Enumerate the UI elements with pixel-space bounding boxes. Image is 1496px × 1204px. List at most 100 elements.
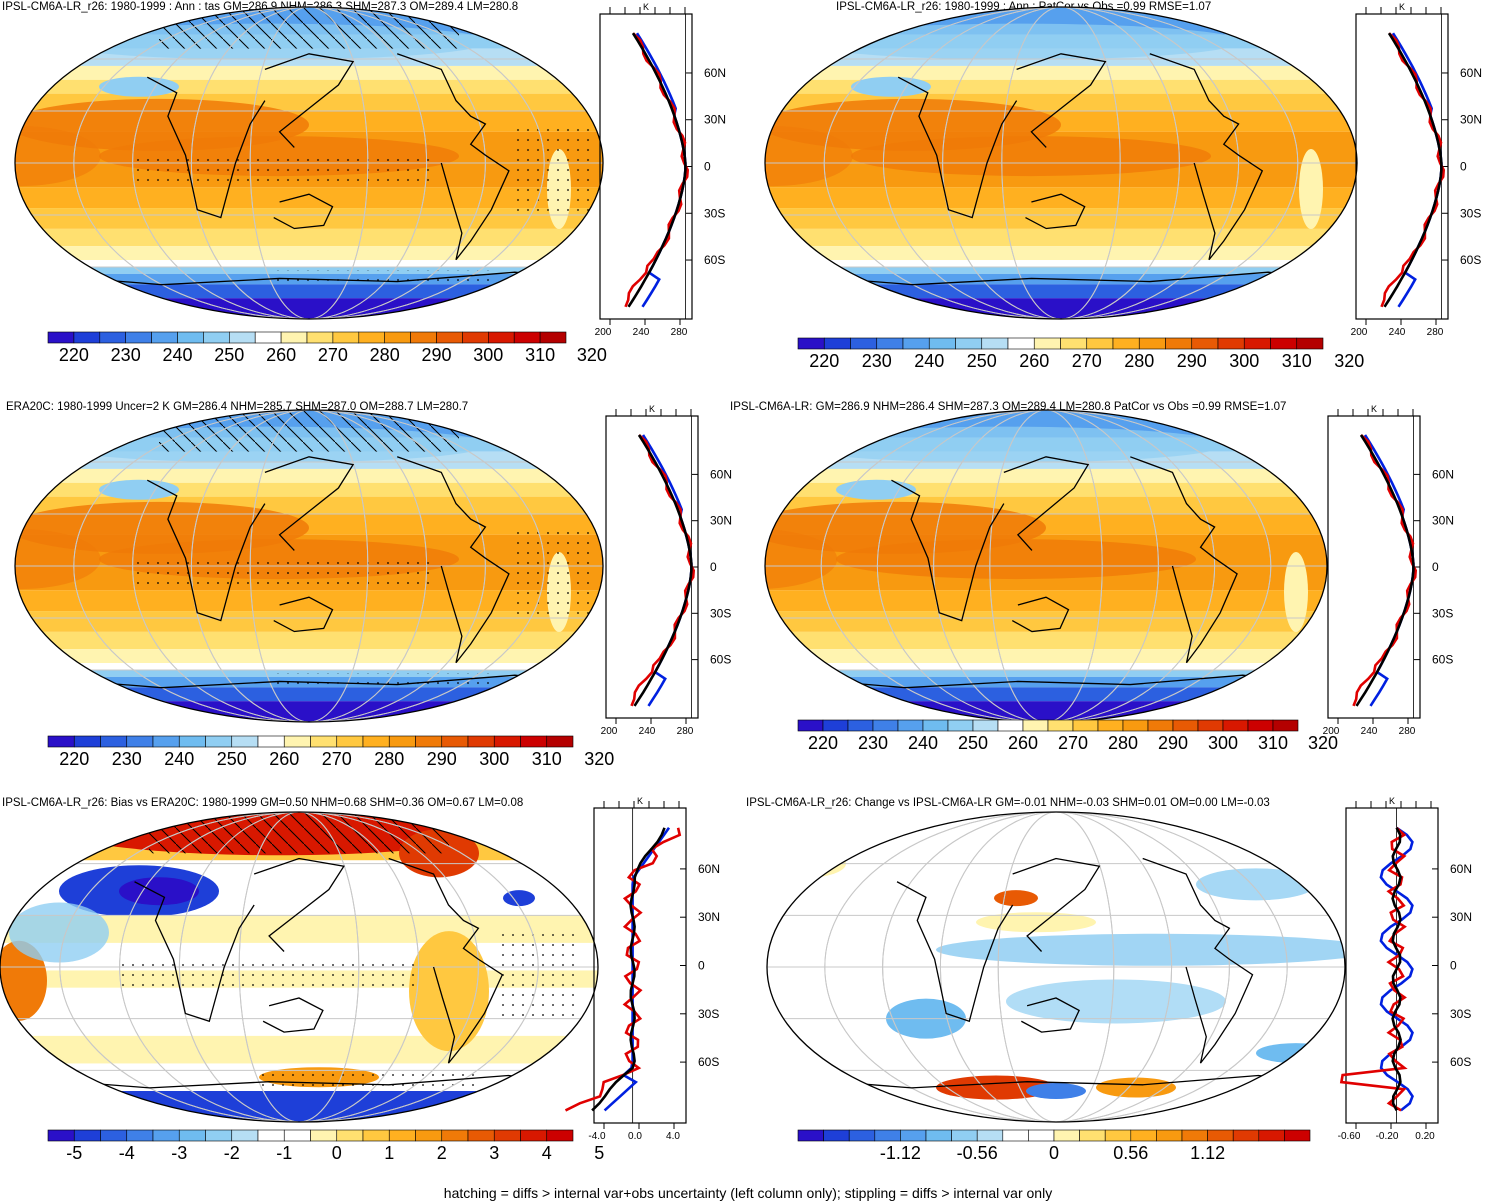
- robinson-map: [764, 409, 1328, 723]
- colorbar-label: -3: [171, 1143, 187, 1163]
- zonal-mean-profile: K 200 240 280 60N 30N 0 30S 60S: [595, 2, 726, 338]
- colorbar-label: 260: [1008, 733, 1038, 753]
- ref-profile-line: [1391, 827, 1402, 1111]
- colorbar-label: 220: [808, 733, 838, 753]
- ref-profile-line: [1355, 434, 1415, 707]
- lat-label: 60S: [1450, 1055, 1471, 1069]
- lat-label: 30S: [704, 206, 725, 220]
- colorbar-label: 310: [1282, 351, 1312, 371]
- lat-label: 60N: [1432, 467, 1454, 481]
- colorbar-label: -1.12: [880, 1143, 921, 1163]
- obs-profile-line: [1363, 434, 1415, 707]
- colorbar-label: 240: [914, 351, 944, 371]
- profile-xtick: -0.20: [1376, 1131, 1399, 1142]
- lat-label: 30N: [1460, 113, 1482, 127]
- colorbar-label: 4: [542, 1143, 552, 1163]
- model-profile-line: [1380, 32, 1446, 308]
- colorbar-label: 290: [1158, 733, 1188, 753]
- lat-label: 0: [710, 560, 717, 574]
- colorbar-label: 290: [1177, 351, 1207, 371]
- colorbar-label: 3: [489, 1143, 499, 1163]
- obs-profile-line: [641, 434, 693, 707]
- model-profile-line: [1352, 434, 1418, 707]
- panel-title: IPSL-CM6A-LR_r26: 1980-1999 : Ann : tas …: [2, 1, 519, 13]
- profile-xtick: 200: [595, 327, 612, 338]
- lat-label: 30S: [1460, 206, 1481, 220]
- profile-xtick: -0.60: [1338, 1131, 1361, 1142]
- colorbar: 220 230 240 250 260 270 280 290 300 310 320: [47, 735, 614, 769]
- colorbar-label: -1: [276, 1143, 292, 1163]
- zonal-mean-profile: K 200 240 280 60N 30N 0 30S 60S: [1351, 2, 1482, 338]
- colorbar-label: -2: [224, 1143, 240, 1163]
- colorbar-label: 240: [162, 345, 192, 365]
- colorbar-label: 280: [1108, 733, 1138, 753]
- profile-unit: K: [637, 796, 643, 806]
- robinson-map: [0, 811, 599, 1123]
- profile-xtick: 0.0: [628, 1131, 642, 1142]
- lat-label: 60N: [704, 66, 726, 80]
- colorbar-label: 300: [1208, 733, 1238, 753]
- panel-title: ERA20C: 1980-1999 Uncer=2 K GM=286.4 NHM…: [6, 401, 469, 413]
- panel-title: IPSL-CM6A-LR_r26: Bias vs ERA20C: 1980-1…: [2, 797, 524, 809]
- lat-label: 60N: [1460, 66, 1482, 80]
- profile-unit: K: [643, 2, 649, 12]
- lat-label: 0: [704, 160, 711, 174]
- colorbar-label: 250: [958, 733, 988, 753]
- ref-profile-line: [627, 32, 687, 308]
- colorbar-label: 220: [809, 351, 839, 371]
- profile-xtick: 280: [1427, 327, 1444, 338]
- panel-title: IPSL-CM6A-LR: GM=286.9 NHM=286.4 SHM=287…: [730, 401, 1287, 413]
- profile-unit: K: [1389, 796, 1395, 806]
- lat-label: 0: [1450, 959, 1457, 973]
- profile-xtick: 4.0: [666, 1131, 680, 1142]
- zonal-mean-profile: K -0.60 -0.20 0.20 60N 30N 0 30S 60S: [1338, 796, 1472, 1142]
- colorbar-label: 280: [370, 345, 400, 365]
- ref-profile-line: [633, 434, 693, 707]
- lat-label: 30S: [1450, 1007, 1471, 1021]
- profile-xtick: 280: [677, 726, 694, 737]
- lat-label: 30S: [698, 1007, 719, 1021]
- colorbar-label: -5: [66, 1143, 82, 1163]
- colorbar-label: 260: [1019, 351, 1049, 371]
- colorbar-label: 230: [111, 345, 141, 365]
- robinson-map: [764, 6, 1358, 320]
- lat-label: 60N: [710, 467, 732, 481]
- colorbar-label: 5: [594, 1143, 604, 1163]
- profile-xtick: 240: [1389, 327, 1406, 338]
- colorbar-label: 300: [1229, 351, 1259, 371]
- lat-label: 30S: [1432, 606, 1453, 620]
- colorbar-label: 290: [427, 749, 457, 769]
- lat-label: 60S: [1432, 653, 1453, 667]
- profile-xtick: 280: [671, 327, 688, 338]
- profile-xtick: -4.0: [588, 1131, 606, 1142]
- colorbar-label: 320: [584, 749, 614, 769]
- model-profile-line: [630, 434, 696, 707]
- lat-label: 0: [1460, 160, 1467, 174]
- colorbar-label: 230: [858, 733, 888, 753]
- colorbar-label: 270: [1072, 351, 1102, 371]
- profile-xtick: 280: [1399, 726, 1416, 737]
- colorbar-label: 1.12: [1190, 1143, 1225, 1163]
- lat-label: 0: [1432, 560, 1439, 574]
- profile-xtick: 200: [601, 726, 618, 737]
- lat-label: 30N: [698, 910, 720, 924]
- colorbar-label: 220: [59, 749, 89, 769]
- colorbar-label: 260: [266, 345, 296, 365]
- colorbar-label: 250: [217, 749, 247, 769]
- lat-label: 60S: [704, 253, 725, 267]
- model-profile-line: [564, 827, 682, 1112]
- obs-profile-line: [1379, 826, 1414, 1112]
- colorbar: 220 230 240 250 260 270 280 290 300 310 320: [797, 337, 1364, 371]
- colorbar-label: 270: [322, 749, 352, 769]
- profile-xtick: 200: [1351, 327, 1368, 338]
- lat-label: 60S: [1460, 253, 1481, 267]
- robinson-map: [14, 6, 604, 320]
- panel-title: IPSL-CM6A-LR_r26: Change vs IPSL-CM6A-LR…: [746, 797, 1270, 809]
- footer-caption: hatching = diffs > internal var+obs unce…: [443, 1185, 1053, 1201]
- lat-label: 60S: [698, 1055, 719, 1069]
- lat-label: 60N: [1450, 862, 1472, 876]
- lat-label: 30N: [710, 514, 732, 528]
- colorbar-label: 280: [374, 749, 404, 769]
- colorbar: -1.12 -0.56 0 0.56 1.12: [797, 1129, 1311, 1163]
- lat-label: 60N: [698, 862, 720, 876]
